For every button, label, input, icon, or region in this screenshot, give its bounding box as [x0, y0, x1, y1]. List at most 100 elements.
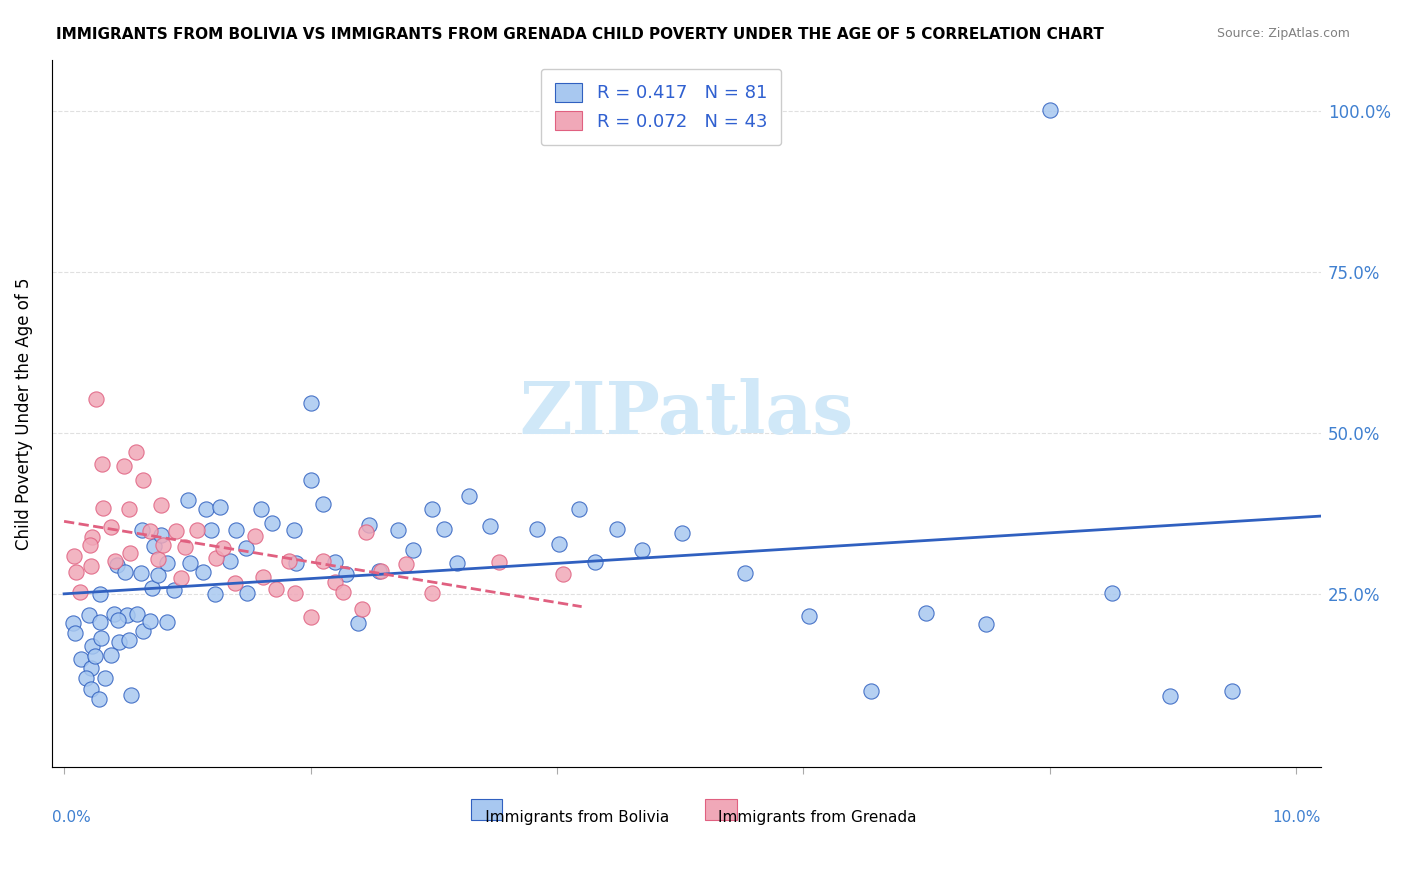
Point — [568, 501, 591, 516]
Point — [458, 489, 481, 503]
Point — [797, 608, 820, 623]
Point — [93, 500, 115, 515]
Point — [346, 616, 368, 631]
Point — [138, 524, 160, 538]
Point — [107, 614, 129, 628]
Point — [914, 606, 936, 620]
Point — [105, 558, 128, 573]
Text: Source: ZipAtlas.com: Source: ZipAtlas.com — [1216, 27, 1350, 40]
Point — [671, 525, 693, 540]
Point — [114, 565, 136, 579]
Point — [225, 523, 247, 537]
Point — [368, 564, 391, 578]
Point — [179, 557, 201, 571]
Point — [162, 582, 184, 597]
Text: Immigrants from Bolivia          Immigrants from Grenada: Immigrants from Bolivia Immigrants from … — [456, 810, 917, 825]
Point — [165, 524, 187, 538]
Point — [129, 566, 152, 581]
Point — [526, 522, 548, 536]
Point — [734, 566, 756, 580]
FancyBboxPatch shape — [706, 799, 737, 821]
Point — [132, 473, 155, 487]
Point — [631, 543, 654, 558]
Text: 10.0%: 10.0% — [1272, 810, 1322, 825]
Point — [131, 523, 153, 537]
Point — [387, 523, 409, 537]
Point — [177, 492, 200, 507]
Point — [125, 444, 148, 458]
Point — [103, 607, 125, 621]
Point — [212, 541, 235, 556]
Point — [284, 556, 307, 570]
Point — [1222, 683, 1244, 698]
Point — [150, 527, 173, 541]
Point — [89, 587, 111, 601]
Point — [235, 586, 257, 600]
Point — [278, 554, 301, 568]
Point — [84, 649, 107, 664]
Point — [583, 555, 606, 569]
Point — [193, 565, 215, 579]
Point — [195, 502, 218, 516]
Point — [70, 651, 93, 665]
Point — [100, 520, 122, 534]
Text: 0.0%: 0.0% — [52, 810, 90, 825]
Point — [141, 581, 163, 595]
Point — [89, 615, 111, 629]
Point — [312, 497, 335, 511]
Point — [312, 554, 335, 568]
Point — [204, 587, 226, 601]
Point — [62, 616, 84, 631]
Point — [208, 500, 231, 515]
Point — [62, 549, 84, 563]
Point — [139, 614, 162, 628]
Point — [370, 564, 392, 578]
Point — [104, 554, 127, 568]
Point — [553, 566, 575, 581]
Point — [80, 660, 103, 674]
Point — [84, 392, 107, 406]
Point — [173, 541, 195, 555]
Point — [335, 567, 357, 582]
Point — [170, 571, 193, 585]
Point — [250, 502, 273, 516]
Point — [402, 542, 425, 557]
Point — [132, 624, 155, 639]
Point — [143, 539, 166, 553]
Point — [146, 568, 169, 582]
Point — [112, 459, 135, 474]
Point — [80, 530, 103, 544]
Text: ZIPatlas: ZIPatlas — [519, 378, 853, 449]
Point — [94, 671, 117, 685]
Point — [479, 519, 502, 533]
Point — [299, 473, 322, 487]
Point — [79, 538, 101, 552]
Point — [433, 522, 456, 536]
Point — [395, 557, 418, 571]
Point — [299, 396, 322, 410]
Point — [118, 501, 141, 516]
Point — [108, 635, 131, 649]
Text: IMMIGRANTS FROM BOLIVIA VS IMMIGRANTS FROM GRENADA CHILD POVERTY UNDER THE AGE O: IMMIGRANTS FROM BOLIVIA VS IMMIGRANTS FR… — [56, 27, 1104, 42]
Point — [69, 585, 91, 599]
Point — [146, 552, 169, 566]
Point — [82, 639, 104, 653]
Point — [252, 570, 274, 584]
Point — [224, 576, 246, 591]
Point — [156, 557, 179, 571]
Y-axis label: Child Poverty Under the Age of 5: Child Poverty Under the Age of 5 — [15, 277, 32, 549]
Point — [606, 522, 628, 536]
Point — [446, 557, 468, 571]
Point — [200, 524, 222, 538]
Point — [323, 574, 346, 589]
Point — [90, 631, 112, 645]
Legend: R = 0.417   N = 81, R = 0.072   N = 43: R = 0.417 N = 81, R = 0.072 N = 43 — [540, 69, 782, 145]
Point — [299, 610, 322, 624]
Point — [860, 684, 883, 698]
Point — [354, 524, 377, 539]
Point — [262, 516, 284, 530]
Point — [127, 607, 149, 621]
Point — [1159, 690, 1181, 704]
Point — [218, 553, 240, 567]
Point — [63, 626, 86, 640]
